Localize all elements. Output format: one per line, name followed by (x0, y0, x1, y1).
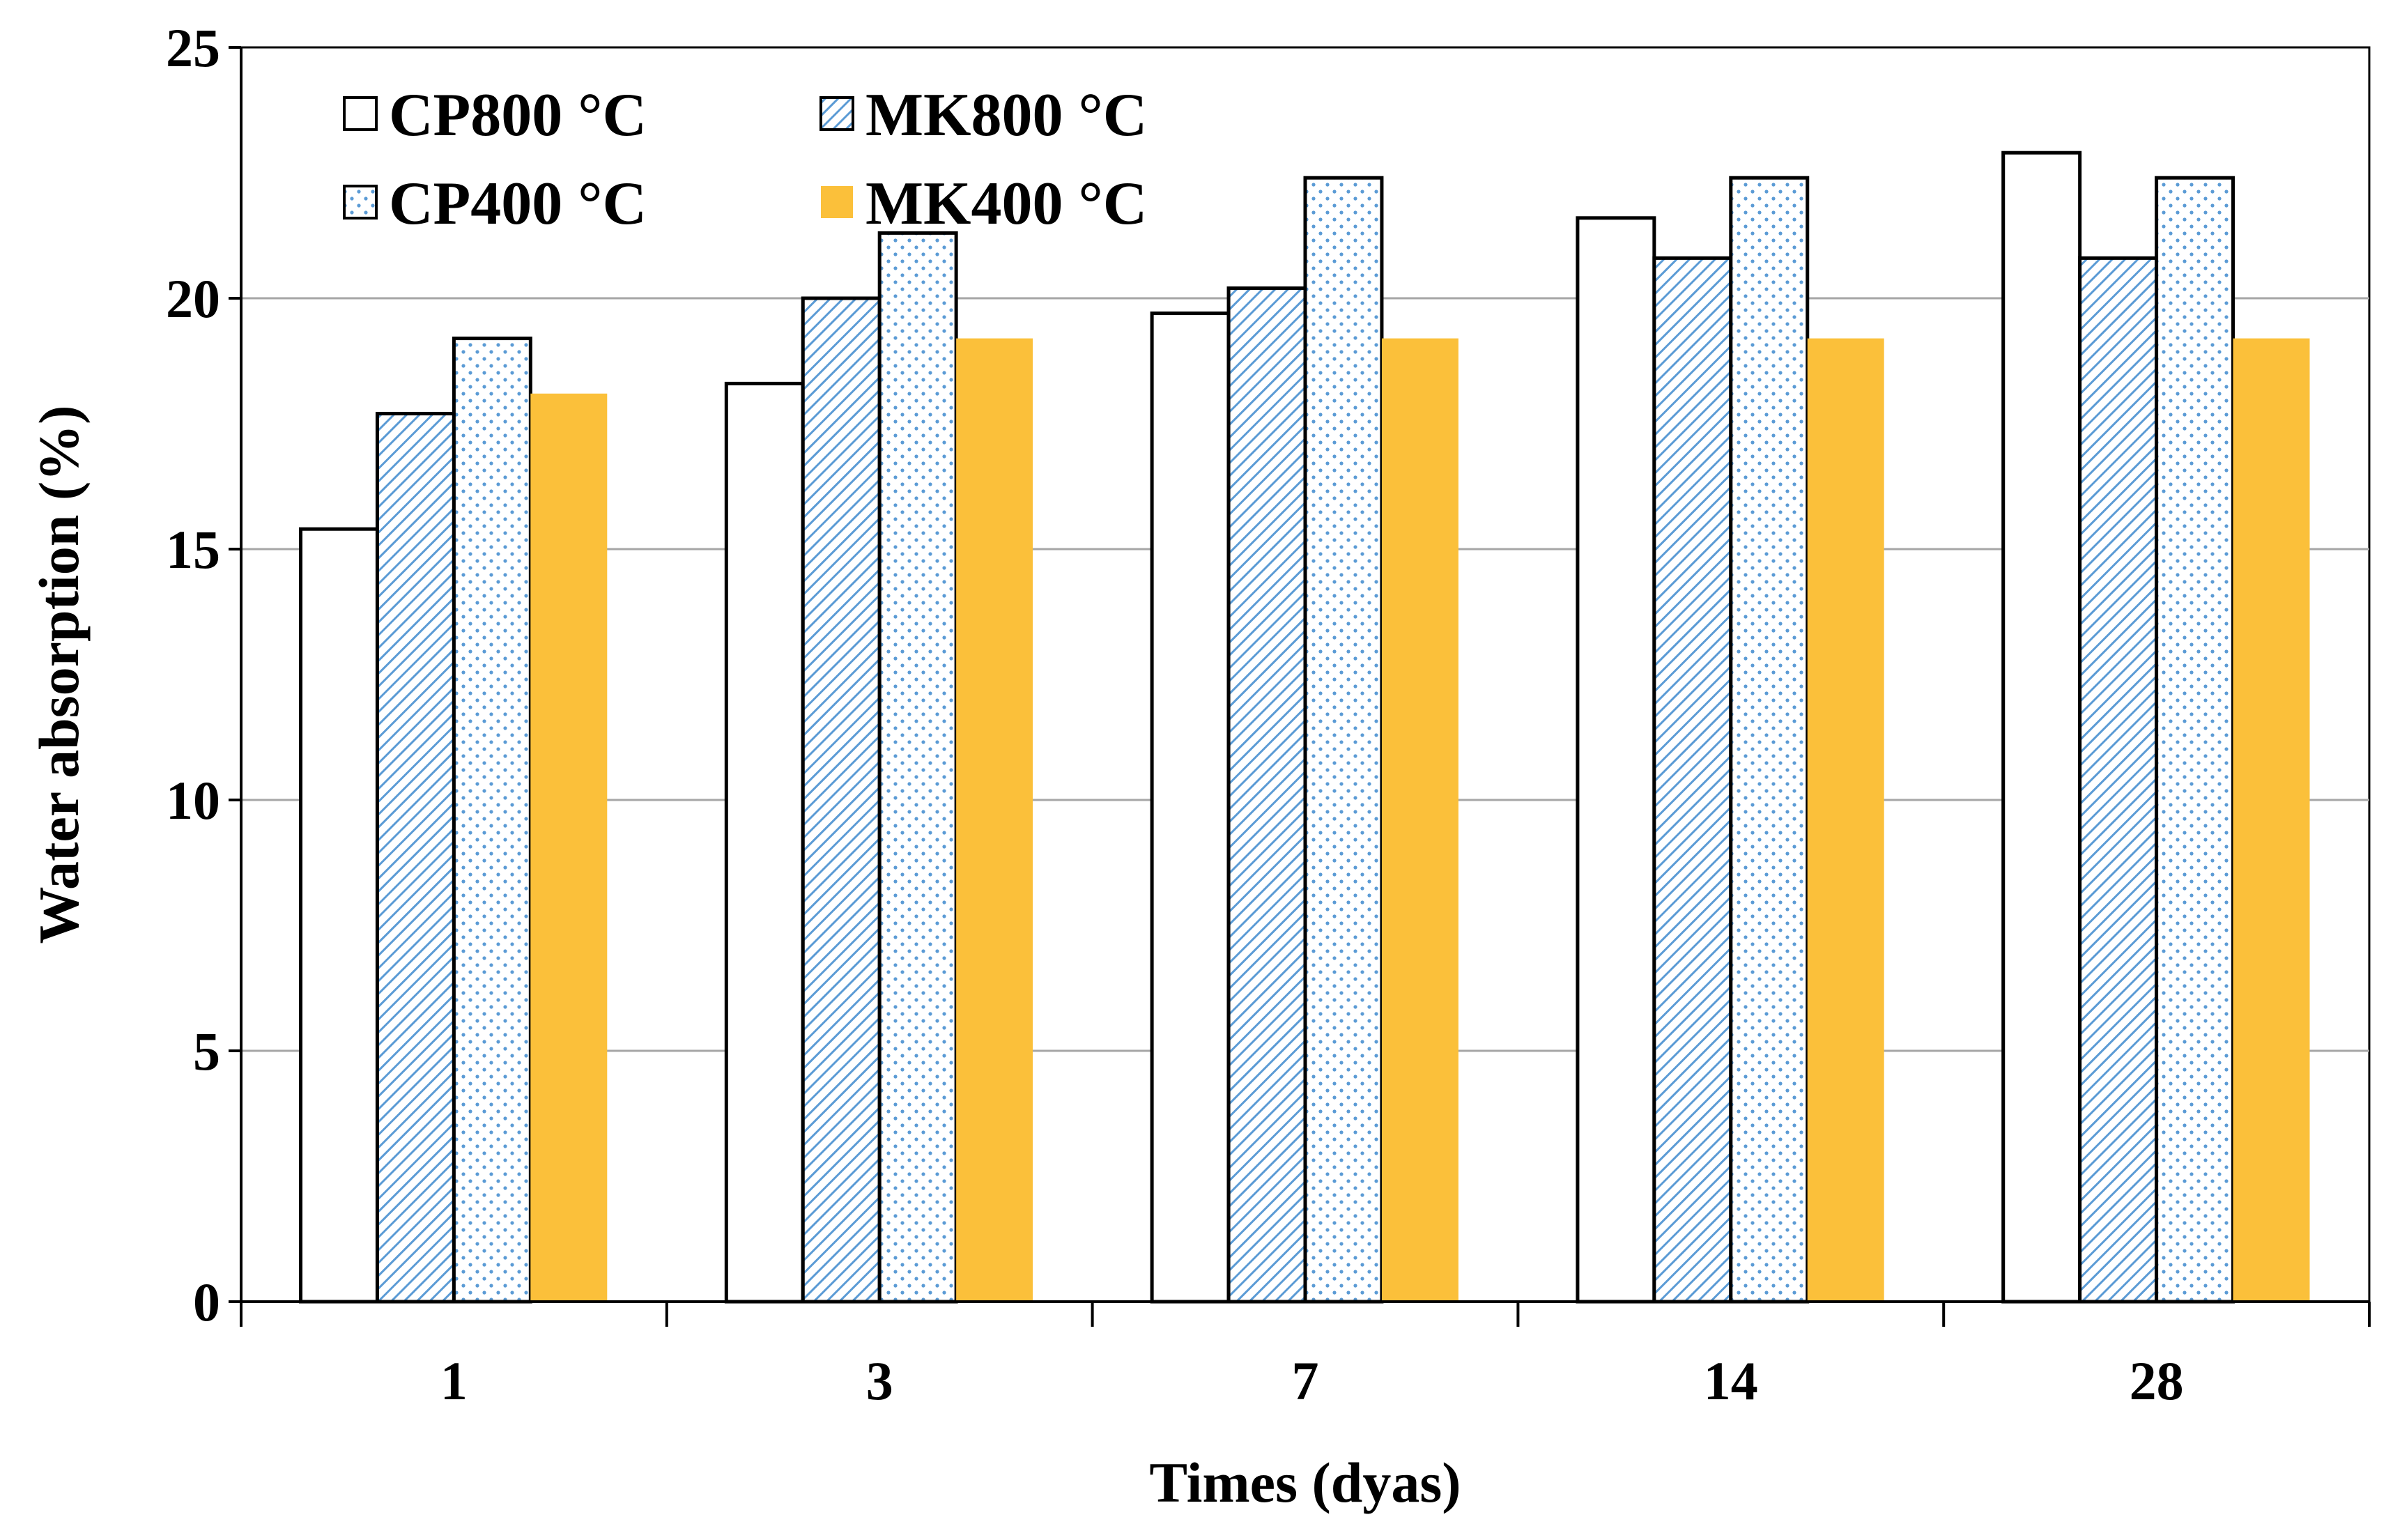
bar-mk400-day-1 (530, 393, 608, 1302)
bar-cp400-day-3 (877, 231, 958, 1304)
y-tick-label: 0 (193, 1272, 220, 1332)
bar-cp400-day-14 (1729, 176, 1810, 1304)
bar-cp400-day-1 (452, 337, 532, 1304)
x-tick-label: 7 (1292, 1350, 1319, 1411)
bar-mk400-day-7 (1381, 338, 1458, 1302)
legend-label: MK400 °C (865, 170, 1147, 238)
bar-cp800-day-14 (1576, 216, 1656, 1304)
y-axis-ticks: 0 5 10 15 20 25 (166, 17, 241, 1332)
bar-cp400-day-7 (1303, 176, 1384, 1304)
y-tick-label: 10 (166, 770, 220, 831)
bar-mk800-day-3 (801, 296, 882, 1304)
bar-mk800-day-28 (2078, 256, 2159, 1304)
x-axis-title: Times (dyas) (1149, 1451, 1461, 1514)
bar-mk400-day-3 (956, 338, 1033, 1302)
y-axis-title: Water absorption (%) (27, 406, 91, 944)
x-tick-label: 28 (2130, 1350, 2184, 1411)
x-tick-label: 14 (1704, 1350, 1758, 1411)
bar-cp800-day-1 (299, 527, 379, 1304)
bar-mk800-day-1 (375, 412, 456, 1304)
legend-swatch (343, 185, 378, 220)
bar-mk800-day-7 (1226, 286, 1307, 1304)
x-tick-label: 3 (866, 1350, 893, 1411)
legend-label: MK800 °C (865, 82, 1147, 149)
bar-cp800-day-7 (1150, 311, 1231, 1304)
y-tick-label: 15 (166, 519, 220, 580)
legend-label: CP800 °C (389, 82, 647, 149)
legend-swatch (343, 96, 378, 131)
bar-mk400-day-14 (1807, 338, 1884, 1302)
y-tick-label: 5 (193, 1021, 220, 1081)
legend-swatch (819, 96, 854, 131)
bar-mk400-day-28 (2233, 338, 2310, 1302)
bars (299, 151, 2310, 1304)
legend-label: CP400 °C (389, 170, 647, 238)
y-tick-label: 25 (166, 17, 220, 78)
legend: CP800 °C MK800 °C CP400 °C MK400 °C (343, 82, 1147, 238)
bar-cp800-day-28 (2001, 151, 2082, 1304)
bar-cp400-day-28 (2155, 176, 2235, 1304)
bar-mk800-day-14 (1652, 256, 1733, 1304)
legend-swatch (821, 186, 853, 218)
y-tick-label: 20 (166, 268, 220, 329)
x-tick-label: 1 (440, 1350, 468, 1411)
x-axis-ticks: 1 3 7 14 28 (240, 1302, 2371, 1411)
bar-cp800-day-3 (724, 381, 805, 1304)
